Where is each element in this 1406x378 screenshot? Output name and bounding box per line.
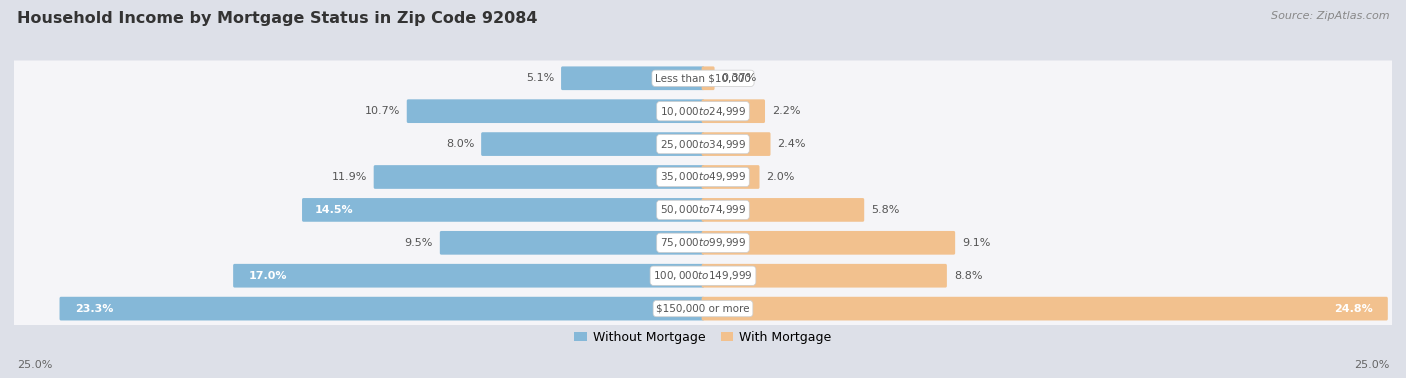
FancyBboxPatch shape [702, 99, 765, 123]
FancyBboxPatch shape [10, 291, 1396, 326]
Legend: Without Mortgage, With Mortgage: Without Mortgage, With Mortgage [574, 331, 832, 344]
Text: Less than $10,000: Less than $10,000 [655, 73, 751, 83]
Text: $50,000 to $74,999: $50,000 to $74,999 [659, 203, 747, 216]
Text: 2.0%: 2.0% [766, 172, 794, 182]
FancyBboxPatch shape [702, 198, 865, 222]
Text: 9.5%: 9.5% [405, 238, 433, 248]
FancyBboxPatch shape [59, 297, 704, 321]
FancyBboxPatch shape [302, 198, 704, 222]
Text: 8.0%: 8.0% [446, 139, 474, 149]
FancyBboxPatch shape [702, 67, 714, 90]
FancyBboxPatch shape [10, 258, 1396, 293]
FancyBboxPatch shape [561, 67, 704, 90]
FancyBboxPatch shape [702, 132, 770, 156]
FancyBboxPatch shape [10, 93, 1396, 129]
Text: 9.1%: 9.1% [962, 238, 990, 248]
FancyBboxPatch shape [406, 99, 704, 123]
FancyBboxPatch shape [10, 192, 1396, 228]
Text: $25,000 to $34,999: $25,000 to $34,999 [659, 138, 747, 150]
FancyBboxPatch shape [10, 126, 1396, 162]
Text: $150,000 or more: $150,000 or more [657, 304, 749, 314]
Text: 2.4%: 2.4% [778, 139, 806, 149]
FancyBboxPatch shape [10, 225, 1396, 260]
FancyBboxPatch shape [702, 297, 1388, 321]
Text: Household Income by Mortgage Status in Zip Code 92084: Household Income by Mortgage Status in Z… [17, 11, 537, 26]
FancyBboxPatch shape [702, 231, 955, 255]
Text: $10,000 to $24,999: $10,000 to $24,999 [659, 105, 747, 118]
Text: 25.0%: 25.0% [17, 361, 52, 370]
Text: 2.2%: 2.2% [772, 106, 800, 116]
FancyBboxPatch shape [481, 132, 704, 156]
Text: 5.1%: 5.1% [526, 73, 554, 83]
Text: 17.0%: 17.0% [249, 271, 287, 281]
Text: Source: ZipAtlas.com: Source: ZipAtlas.com [1271, 11, 1389, 21]
Text: 10.7%: 10.7% [364, 106, 399, 116]
Text: 25.0%: 25.0% [1354, 361, 1389, 370]
Text: 14.5%: 14.5% [315, 205, 353, 215]
Text: 23.3%: 23.3% [75, 304, 112, 314]
Text: 0.37%: 0.37% [721, 73, 756, 83]
Text: 8.8%: 8.8% [953, 271, 983, 281]
FancyBboxPatch shape [702, 165, 759, 189]
Text: $100,000 to $149,999: $100,000 to $149,999 [654, 269, 752, 282]
Text: $75,000 to $99,999: $75,000 to $99,999 [659, 236, 747, 249]
FancyBboxPatch shape [374, 165, 704, 189]
Text: $35,000 to $49,999: $35,000 to $49,999 [659, 170, 747, 183]
FancyBboxPatch shape [10, 60, 1396, 96]
FancyBboxPatch shape [702, 264, 946, 288]
Text: 24.8%: 24.8% [1334, 304, 1372, 314]
Text: 5.8%: 5.8% [872, 205, 900, 215]
FancyBboxPatch shape [10, 159, 1396, 195]
FancyBboxPatch shape [233, 264, 704, 288]
Text: 11.9%: 11.9% [332, 172, 367, 182]
FancyBboxPatch shape [440, 231, 704, 255]
